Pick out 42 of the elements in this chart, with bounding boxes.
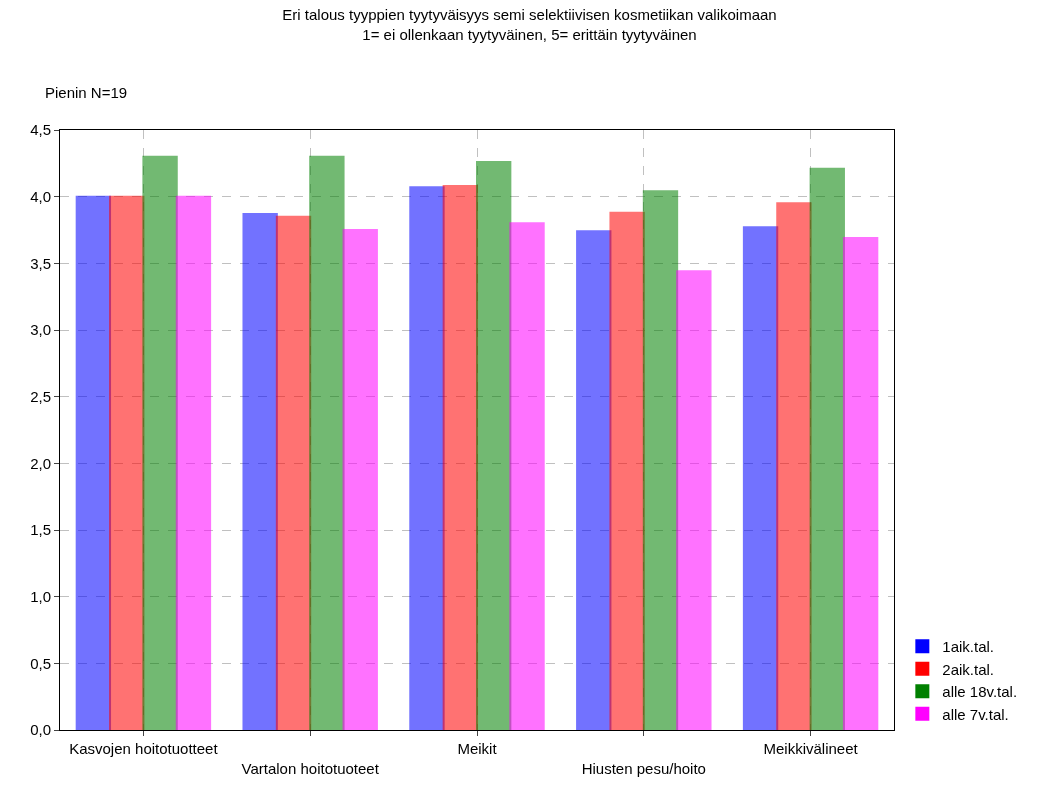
bar: [609, 211, 645, 730]
x-tick-label: Vartalon hoitotuoteet: [241, 759, 380, 777]
chart-title: Eri talous tyyppien tyytyväisyys semi selektiivisen kosmetiikan valikoimaan: [282, 6, 777, 23]
text: Pienin N=19: [45, 84, 128, 101]
bar: [142, 155, 178, 730]
bar: [776, 202, 812, 730]
y-tick-label: 2,5: [30, 387, 51, 405]
bar: [109, 195, 145, 730]
legend-label: 2aik.tal.: [942, 660, 995, 678]
bar: [409, 186, 445, 730]
chart-subtitle: 1= ei ollenkaan tyytyväinen, 5= erittäin tyytyväinen: [362, 25, 697, 43]
bar: [275, 215, 312, 730]
x-tick-label: Meikkivälineet: [763, 740, 859, 757]
y-tick-label: 0,0: [30, 721, 51, 739]
bar: [242, 213, 278, 730]
bar: [75, 195, 112, 730]
y-tick-label: 1,0: [30, 587, 51, 605]
bar: [309, 155, 345, 730]
bar: [442, 185, 478, 730]
y-tick-label: 0,5: [30, 654, 51, 672]
y-tick-label: 1,5: [30, 521, 51, 539]
bar: [642, 190, 679, 730]
bar: [742, 226, 779, 730]
bar: [576, 230, 612, 730]
x-tick-label: Hiusten pesu/hoito: [581, 759, 706, 777]
bar: [842, 237, 879, 730]
x-tick-label: Kasvojen hoitotuotteet: [69, 740, 219, 757]
legend-label: alle 18v.tal.: [942, 683, 1018, 701]
legend-label: alle 7v.tal.: [942, 705, 1009, 723]
y-tick-label: 4,5: [30, 121, 51, 139]
y-tick-label: 3,5: [30, 254, 51, 272]
y-tick-label: 4,0: [30, 187, 51, 205]
x-tick-label: Meikit: [457, 740, 498, 757]
bar: [509, 222, 545, 730]
bar: [476, 161, 512, 730]
legend-label: 1aik.tal.: [942, 638, 995, 656]
y-tick-label: 2,0: [30, 454, 51, 472]
bar: [809, 167, 845, 730]
bar: [676, 270, 712, 730]
y-tick-label: 3,0: [30, 321, 51, 339]
bar: [175, 195, 212, 730]
bar: [342, 229, 378, 730]
